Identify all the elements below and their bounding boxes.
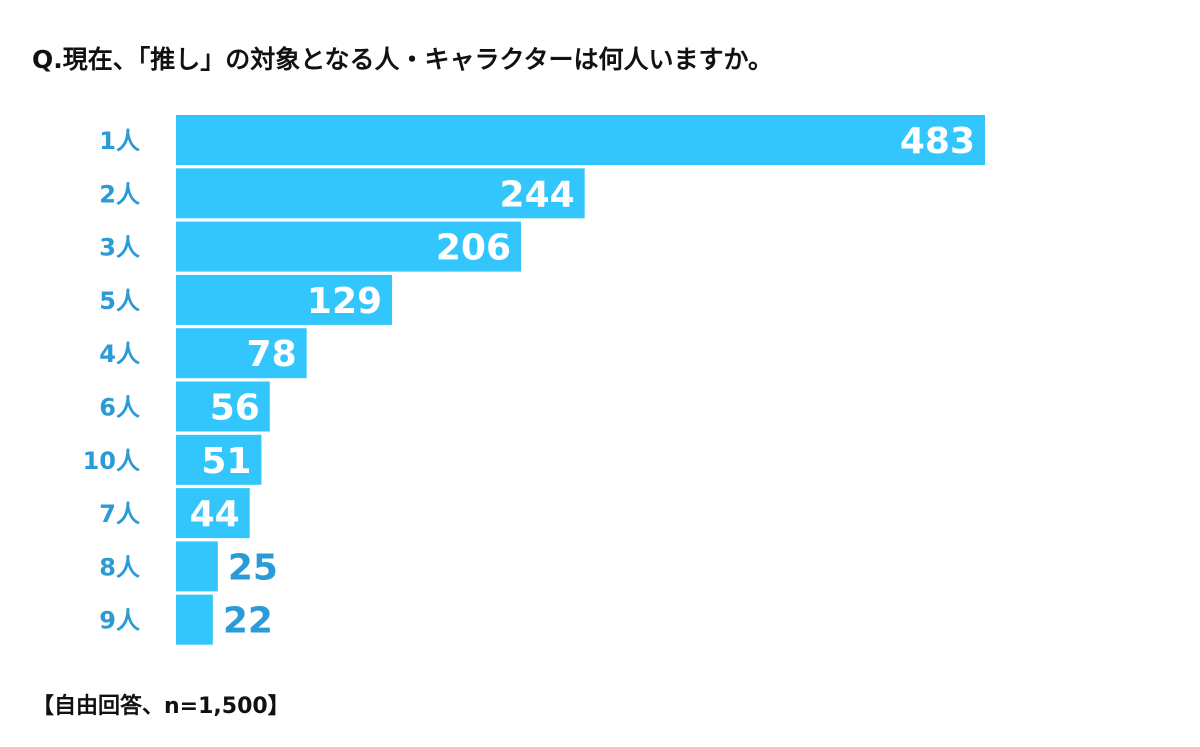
category-label: 7人	[99, 500, 140, 528]
value-label: 56	[210, 388, 260, 429]
value-label: 483	[900, 121, 975, 162]
value-label: 206	[436, 228, 511, 269]
bar-6人	[176, 381, 270, 432]
category-label: 4人	[99, 340, 140, 368]
bar-10人	[176, 434, 262, 485]
category-label: 3人	[99, 234, 140, 262]
category-label: 10人	[83, 447, 140, 475]
category-label: 8人	[99, 553, 140, 581]
category-label: 5人	[99, 287, 140, 315]
value-label: 25	[228, 547, 278, 588]
value-label: 51	[201, 441, 251, 482]
category-label: 9人	[99, 607, 140, 635]
bar-8人	[176, 541, 218, 592]
bar-5人	[176, 274, 393, 325]
bar-9人	[176, 594, 213, 645]
category-label: 6人	[99, 394, 140, 422]
bar-3人	[176, 221, 522, 272]
value-label: 244	[500, 174, 575, 215]
category-label: 2人	[99, 180, 140, 208]
bar-4人	[176, 328, 307, 379]
sample-note: 【自由回答、n=1,500】	[32, 694, 290, 719]
value-label: 22	[223, 601, 273, 642]
value-label: 44	[190, 494, 240, 535]
bar-2人	[176, 168, 585, 219]
chart-title: Q.現在、「推し」の対象となる人・キャラクターは何人いますか。	[32, 45, 774, 74]
bar-1人	[176, 115, 985, 165]
value-label: 129	[307, 281, 382, 322]
value-label: 78	[247, 334, 297, 375]
bar-7人	[176, 488, 250, 539]
category-label: 1人	[99, 127, 140, 155]
